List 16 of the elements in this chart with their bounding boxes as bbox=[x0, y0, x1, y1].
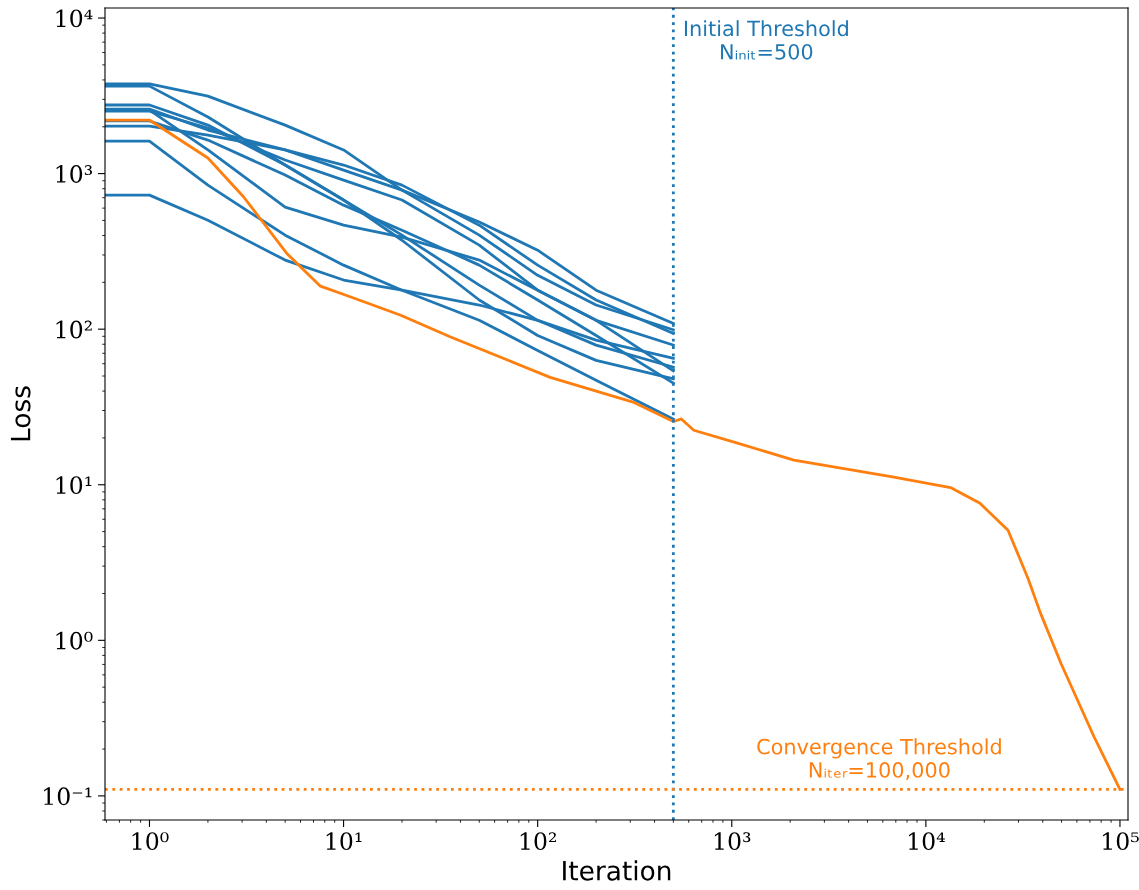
y-tick-label: 10² bbox=[56, 320, 92, 339]
x-tick-label: 10³ bbox=[714, 832, 751, 851]
y-tick-label: 10³ bbox=[56, 165, 92, 183]
y-axis-title: Loss bbox=[10, 386, 31, 441]
annotation: Convergence Threshold Nᵢₜₑᵣ=100,000 bbox=[757, 738, 1001, 780]
y-tick-label: 10⁻¹ bbox=[44, 787, 92, 806]
x-tick-label: 10⁵ bbox=[1103, 832, 1139, 851]
x-axis-title: Iteration bbox=[563, 860, 671, 881]
x-tick-label: 10⁴ bbox=[908, 832, 945, 851]
x-tick-label: 10⁰ bbox=[132, 832, 169, 851]
y-tick-label: 10⁰ bbox=[56, 631, 93, 650]
x-tick-label: 10¹ bbox=[326, 832, 362, 851]
x-tick-label: 10² bbox=[520, 832, 556, 851]
y-tick-label: 10⁴ bbox=[56, 9, 93, 28]
y-tick-label: 10¹ bbox=[56, 476, 92, 495]
ref-line-label: Initial Threshold Nᵢₙᵢₜ=500 bbox=[684, 20, 848, 60]
